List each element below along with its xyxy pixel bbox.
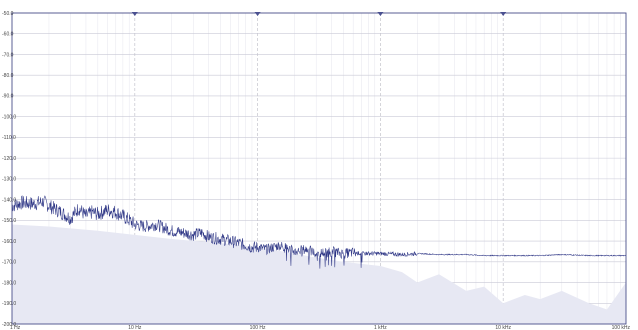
markers[interactable]: [131, 12, 507, 16]
y-tick-label: -200.0: [2, 322, 16, 328]
x-tick-label: 10 Hz: [128, 325, 142, 330]
y-tick-label: -170.0: [2, 260, 16, 266]
frequency-marker[interactable]: [131, 12, 138, 16]
frequency-marker[interactable]: [500, 12, 507, 16]
y-tick-label: -90.0: [2, 94, 14, 100]
frequency-marker[interactable]: [377, 12, 384, 16]
y-tick-label: -80.0: [2, 73, 14, 79]
noise-floor-area: [12, 224, 626, 324]
y-tick-label: -110.0: [2, 135, 16, 141]
y-tick-label: -180.0: [2, 280, 16, 286]
frequency-marker[interactable]: [254, 12, 261, 16]
y-tick-label: -70.0: [2, 52, 14, 58]
y-tick-label: -50.0: [2, 11, 14, 17]
y-tick-label: -130.0: [2, 177, 16, 183]
y-tick-label: -60.0: [2, 32, 14, 38]
x-tick-label: 1 kHz: [374, 325, 387, 330]
y-tick-label: -150.0: [2, 218, 16, 224]
y-tick-label: -160.0: [2, 239, 16, 245]
y-tick-label: -140.0: [2, 197, 16, 203]
x-axis-ticks: 1 Hz 10 Hz 100 Hz 1 kHz 10 kHz 100 kHz: [10, 325, 630, 330]
x-tick-label: 100 Hz: [250, 325, 266, 330]
x-tick-label: 100 kHz: [612, 325, 631, 330]
x-tick-label: 10 kHz: [495, 325, 511, 330]
y-tick-label: -120.0: [2, 156, 16, 162]
spectrum-line: [11, 195, 627, 269]
y-tick-label: -190.0: [2, 301, 16, 307]
y-axis-ticks: -50.0 -60.0 -70.0 -80.0 -90.0 -100.0 -110.0 -12…: [2, 11, 16, 328]
x-tick-label: 1 Hz: [10, 325, 21, 330]
y-tick-label: -100.0: [2, 114, 16, 120]
plot-frame: [11, 12, 627, 325]
